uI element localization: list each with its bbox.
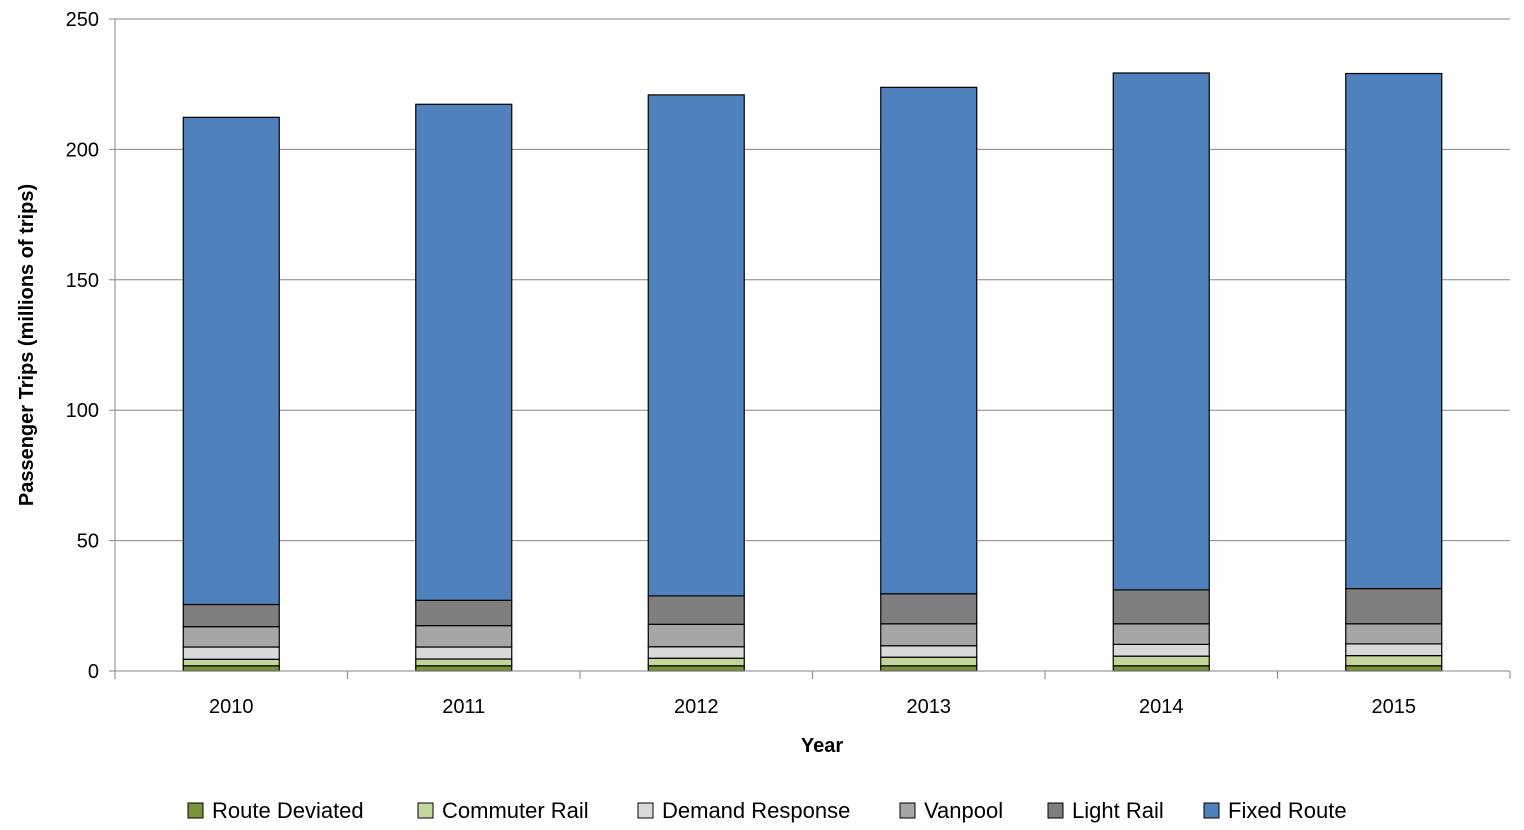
y-axis-title: Passenger Trips (millions of trips) (16, 184, 38, 506)
bar-segment-light-rail-2014 (1112, 589, 1210, 625)
bar-segment-commuter-rail-2011 (415, 658, 513, 667)
bar-segment-fixed-route-2012 (647, 94, 745, 597)
legend-swatch-vanpool (899, 802, 916, 819)
y-tick-label: 100 (66, 400, 99, 422)
bar-segment-demand-response-2012 (647, 646, 745, 659)
bar-segment-light-rail-2010 (182, 603, 280, 628)
legend-label-demand-response: Demand Response (662, 798, 850, 823)
bar-segment-vanpool-2010 (182, 626, 280, 648)
bar-segment-vanpool-2014 (1112, 623, 1210, 645)
legend: Route Deviated Commuter Rail Demand Respon… (187, 798, 1347, 823)
y-tick-label: 200 (66, 139, 99, 161)
bar-segment-fixed-route-2010 (182, 116, 280, 606)
legend-label-commuter-rail: Commuter Rail (442, 798, 589, 823)
legend-swatch-light-rail (1047, 802, 1064, 819)
y-tick-label: 250 (66, 9, 99, 31)
y-tick-label: 150 (66, 270, 99, 292)
legend-label-route-deviated: Route Deviated (212, 798, 364, 823)
bar-segment-demand-response-2014 (1112, 643, 1210, 657)
bar-segment-demand-response-2013 (880, 645, 978, 658)
y-tick-label: 0 (88, 661, 99, 683)
bar-segment-vanpool-2011 (415, 625, 513, 648)
bar-segment-route-deviated-2015 (1345, 665, 1443, 672)
bar-segment-commuter-rail-2013 (880, 656, 978, 667)
legend-label-light-rail: Light Rail (1072, 798, 1164, 823)
legend-swatch-demand-response (637, 802, 654, 819)
bar-segment-route-deviated-2014 (1112, 665, 1210, 672)
bar-segment-commuter-rail-2015 (1345, 655, 1443, 667)
gridlines (115, 18, 1510, 672)
bar-segment-fixed-route-2013 (880, 86, 978, 595)
bar-segment-route-deviated-2012 (647, 665, 745, 672)
bar-segment-route-deviated-2011 (415, 665, 513, 672)
x-tick-label: 2010 (209, 696, 254, 718)
bar-segment-commuter-rail-2014 (1112, 655, 1210, 667)
legend-swatch-fixed-route (1203, 802, 1220, 819)
bar-segment-light-rail-2012 (647, 595, 745, 625)
bar-segment-commuter-rail-2012 (647, 657, 745, 667)
legend-label-vanpool: Vanpool (924, 798, 1003, 823)
bar-segment-fixed-route-2014 (1112, 72, 1210, 591)
bar-segment-route-deviated-2010 (182, 665, 280, 672)
bar-segment-demand-response-2011 (415, 646, 513, 660)
bar-segment-route-deviated-2013 (880, 665, 978, 672)
x-tick-label: 2015 (1372, 696, 1417, 718)
bars (182, 72, 1443, 672)
x-tick-label: 2013 (907, 696, 952, 718)
x-tick-label: 2011 (442, 696, 485, 718)
bar-segment-light-rail-2013 (880, 593, 978, 625)
bar-segment-vanpool-2015 (1345, 623, 1443, 645)
y-tick-label: 50 (77, 531, 99, 553)
x-tick-label: 2014 (1139, 696, 1184, 718)
bar-segment-vanpool-2012 (647, 623, 745, 648)
legend-swatch-route-deviated (187, 802, 204, 819)
bar-segment-light-rail-2015 (1345, 587, 1443, 625)
bar-segment-fixed-route-2011 (415, 103, 513, 601)
axes: 0 50 100 150 200 250 2010 2011 2012 2013 2014 2015 (66, 9, 1511, 718)
x-tick-label: 2012 (674, 696, 719, 718)
legend-swatch-commuter-rail (417, 802, 434, 819)
bar-segment-commuter-rail-2010 (182, 658, 280, 667)
x-axis-title: Year (801, 735, 843, 757)
bar-segment-demand-response-2010 (182, 646, 280, 660)
legend-label-fixed-route: Fixed Route (1228, 798, 1347, 823)
bar-segment-demand-response-2015 (1345, 643, 1443, 657)
bar-segment-fixed-route-2015 (1345, 72, 1443, 590)
bar-segment-light-rail-2011 (415, 599, 513, 627)
bar-segment-vanpool-2013 (880, 623, 978, 647)
